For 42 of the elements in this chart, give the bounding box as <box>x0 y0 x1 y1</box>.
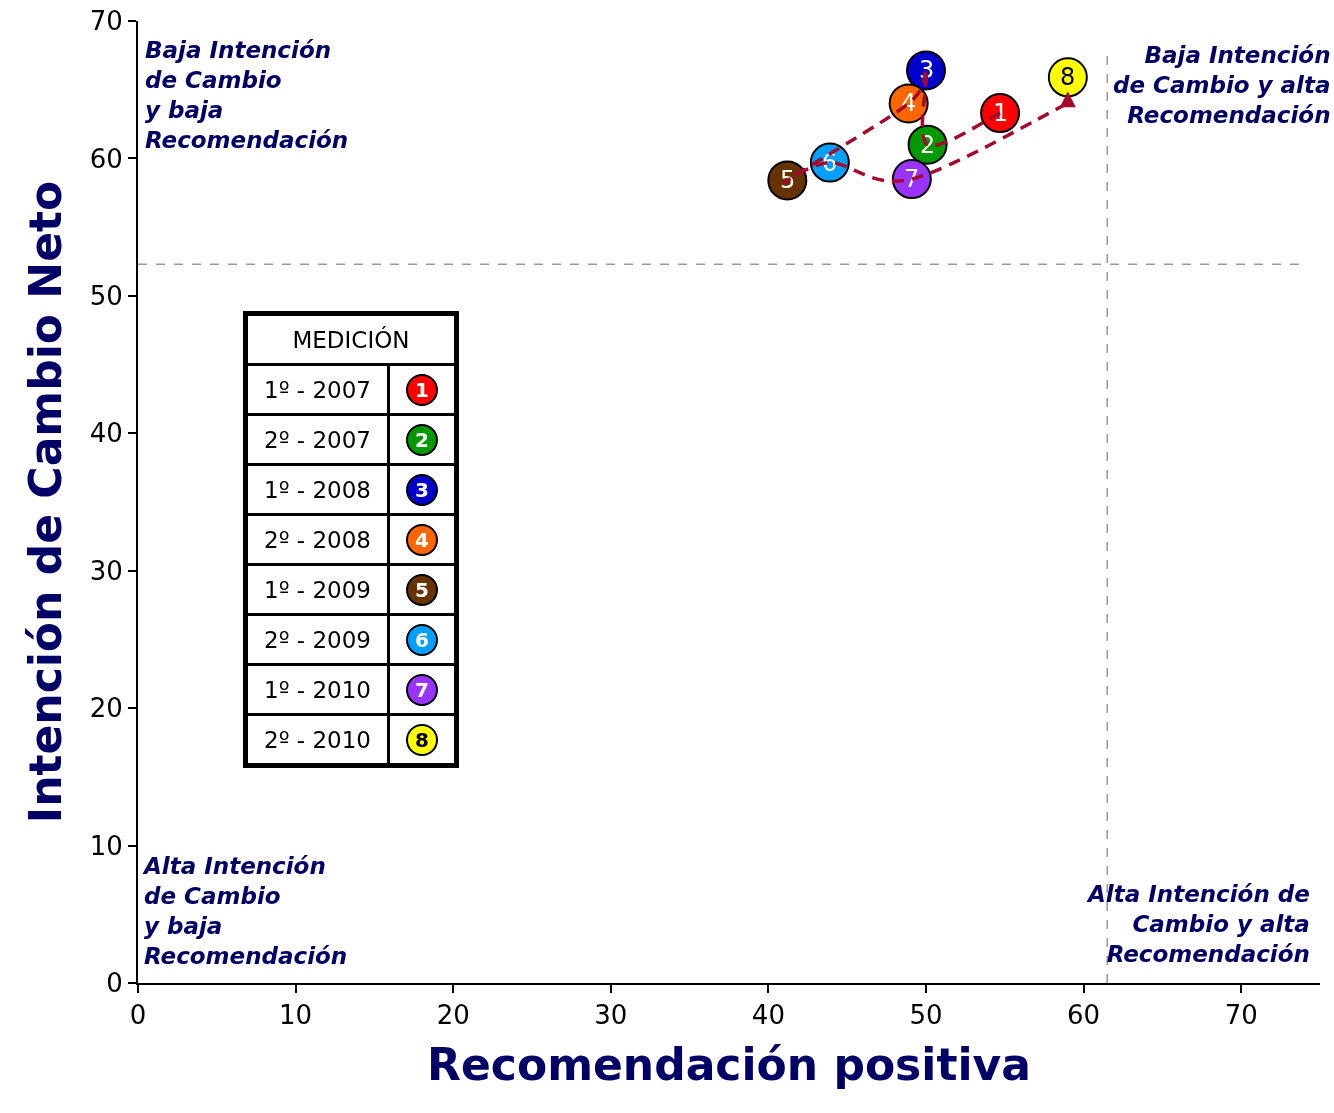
x-tick-label: 30 <box>594 1000 628 1031</box>
annotation: 5 <box>780 166 796 194</box>
numbered-circle-icon: 4 <box>405 523 438 556</box>
annotation: Baja Intención de Cambio y alta Recomendación <box>1113 42 1331 128</box>
y-tick-label: 30 <box>89 555 123 586</box>
legend-title: MEDICIÓN <box>245 313 457 365</box>
legend-label: 2º - 2010 <box>245 714 389 766</box>
y-tick-label: 10 <box>89 830 123 861</box>
numbered-circle-icon: 6 <box>405 623 438 656</box>
numbered-circle-icon: 8 <box>405 723 438 756</box>
x-axis-title: Recomendación positiva <box>427 1039 1031 1090</box>
annotation: 8 <box>1060 63 1076 91</box>
legend-label: 2º - 2008 <box>245 514 389 565</box>
y-tick-label: 50 <box>89 280 123 311</box>
annotation: Alta Intención de Cambio y baja Recomendación <box>142 853 348 969</box>
numbered-circle-icon: 2 <box>405 423 438 456</box>
y-tick-label: 70 <box>89 6 123 37</box>
x-tick-label: 50 <box>909 1000 943 1031</box>
x-tick-label: 0 <box>129 1000 147 1031</box>
legend-label: 1º - 2010 <box>245 664 389 715</box>
annotation: 1 <box>993 99 1009 127</box>
y-axis-title: Intención de Cambio Neto <box>20 180 72 824</box>
numbered-circle-icon: 5 <box>405 573 438 606</box>
legend-label: 1º - 2009 <box>245 564 389 615</box>
x-tick-label: 10 <box>279 1000 313 1031</box>
y-tick-label: 40 <box>89 418 123 449</box>
x-tick-label: 20 <box>436 1000 470 1031</box>
y-tick-label: 20 <box>89 693 123 724</box>
x-tick-label: 70 <box>1224 1000 1258 1031</box>
numbered-circle-icon: 7 <box>405 673 438 706</box>
x-tick-label: 60 <box>1067 1000 1101 1031</box>
legend-label: 1º - 2007 <box>245 364 389 415</box>
numbered-circle-icon: 3 <box>405 473 438 506</box>
annotation: Alta Intención de Cambio y alta Recomendación <box>1086 881 1310 967</box>
numbered-circle-icon: 1 <box>405 373 438 406</box>
x-tick-label: 40 <box>751 1000 785 1031</box>
annotation: Baja Intención de Cambio y baja Recomendación <box>145 37 349 153</box>
legend-label: 1º - 2008 <box>245 464 389 515</box>
legend-label: 2º - 2009 <box>245 614 389 665</box>
legend-label: 2º - 2007 <box>245 414 389 465</box>
y-tick-label: 0 <box>106 968 123 999</box>
y-tick-label: 60 <box>89 143 123 174</box>
